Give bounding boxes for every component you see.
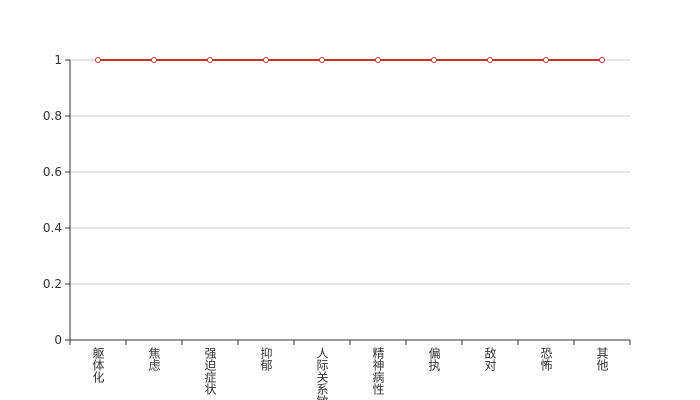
y-tick-label: 0.6 bbox=[43, 165, 62, 179]
y-tick-label: 0.4 bbox=[43, 221, 62, 235]
point bbox=[207, 57, 213, 63]
x-tick-label: 精神病性 bbox=[371, 347, 385, 396]
point bbox=[599, 57, 605, 63]
x-tick-label: 焦虑 bbox=[147, 347, 161, 371]
point bbox=[263, 57, 269, 63]
x-tick-label: 恐怖 bbox=[539, 347, 553, 371]
point bbox=[431, 57, 437, 63]
point bbox=[95, 57, 101, 63]
x-tick-label: 偏执 bbox=[427, 346, 441, 372]
y-tick-label: 1 bbox=[54, 53, 62, 67]
x-tick-label: 敌对 bbox=[483, 346, 497, 371]
point bbox=[543, 57, 549, 63]
x-tick-label: 强迫症状 bbox=[203, 347, 217, 395]
y-tick-label: 0.2 bbox=[43, 277, 62, 291]
point bbox=[151, 57, 157, 63]
point bbox=[487, 57, 493, 63]
point bbox=[375, 57, 381, 63]
x-tick-label: 人际关系敏感 bbox=[315, 347, 329, 400]
y-tick-label: 0.8 bbox=[43, 109, 62, 123]
x-tick-label: 躯体化 bbox=[91, 346, 105, 384]
y-tick-label: 0 bbox=[54, 333, 62, 347]
x-tick-label: 抑郁 bbox=[259, 346, 273, 372]
x-tick-label: 其他 bbox=[595, 347, 609, 371]
point bbox=[319, 57, 325, 63]
